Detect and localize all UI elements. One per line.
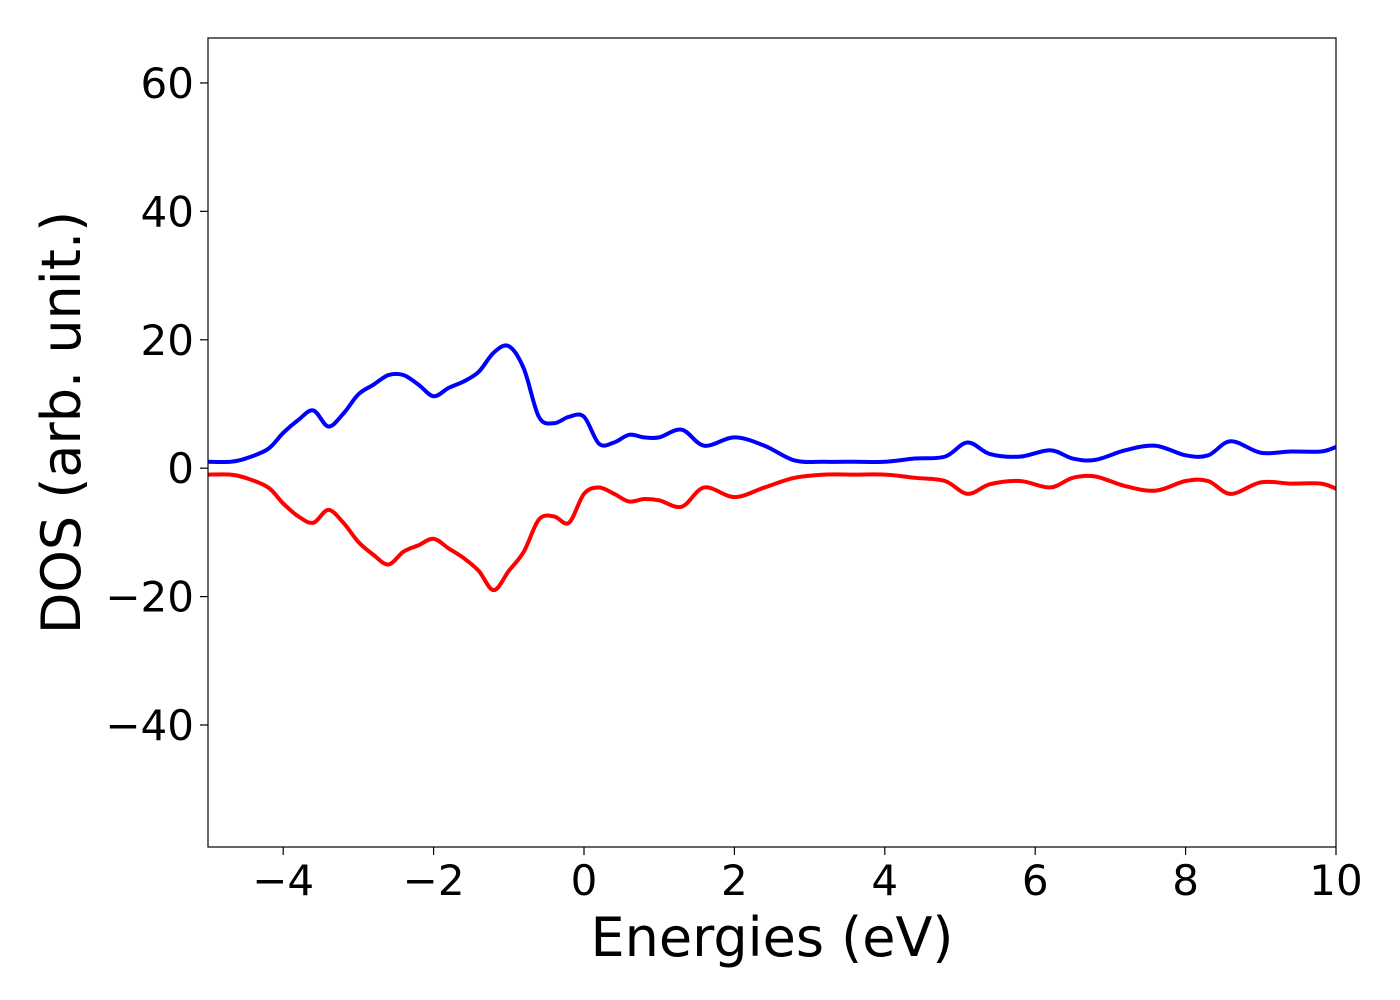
series-line-spin-up — [207, 343, 1337, 465]
plot-frame — [207, 37, 1337, 848]
y-tick-label: −20 — [105, 573, 194, 622]
y-tick-label: 0 — [167, 444, 194, 493]
x-tick-label: −2 — [403, 856, 465, 905]
y-axis-label: DOS (arb. unit.) — [30, 211, 93, 634]
x-tick-label: −4 — [252, 856, 314, 905]
series-line-spin-down — [207, 472, 1337, 593]
x-tick-label: 10 — [1309, 856, 1362, 905]
y-tick-label: −40 — [105, 701, 194, 750]
x-tick-label: 2 — [721, 856, 748, 905]
x-tick-label: 6 — [1022, 856, 1049, 905]
y-tick-label: 40 — [141, 187, 194, 236]
x-tick-label: 0 — [571, 856, 598, 905]
x-tick-label: 4 — [871, 856, 898, 905]
series-layer — [207, 343, 1337, 593]
y-tick-label: 60 — [141, 59, 194, 108]
y-axis-ticks: 60 40 20 0 −20 −40 — [105, 59, 208, 750]
x-tick-label: 8 — [1172, 856, 1199, 905]
y-tick-label: 20 — [141, 316, 194, 365]
x-axis-ticks: −4 −2 0 2 4 6 8 10 — [252, 847, 1363, 905]
x-axis-label: Energies (eV) — [591, 906, 954, 969]
